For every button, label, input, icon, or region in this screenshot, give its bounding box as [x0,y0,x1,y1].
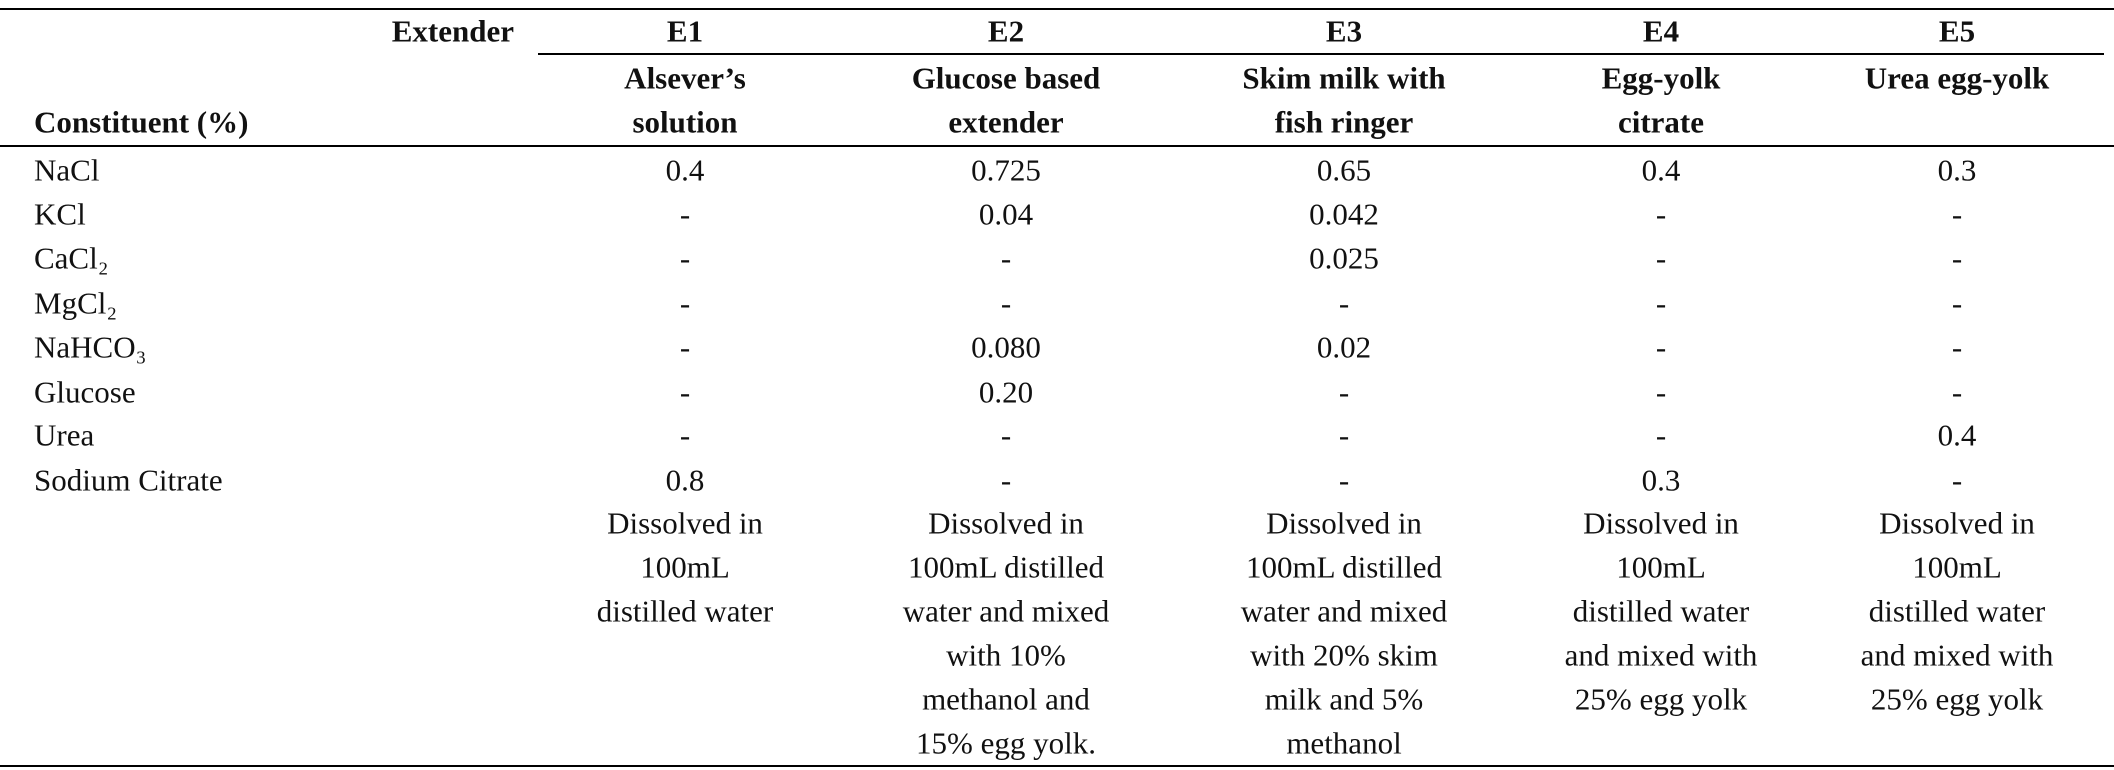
note-line: 25% egg yolk [1870,681,2044,717]
column-name: Urea egg-yolk [1864,60,2050,96]
note-line: Dissolved in [928,505,1084,541]
note-line: with 10% [946,637,1066,673]
cell-value: - [1951,374,1963,410]
cell-value: 0.725 [971,152,1041,188]
column-name: solution [632,104,738,140]
cell-value: - [1655,417,1667,453]
note-line: and mixed with [1860,637,2054,673]
cell-value: - [1951,196,1963,232]
cell-value: 0.025 [1309,240,1379,276]
header-bottom-rule [0,145,2114,147]
column-code: E3 [1325,13,1363,49]
cell-value: - [1000,240,1012,276]
note-line: Dissolved in [1879,505,2035,541]
cell-value: - [1000,285,1012,321]
cell-value: - [1655,374,1667,410]
header-rule [538,53,2104,55]
cell-value: - [679,285,691,321]
note-line: 100mL [640,549,730,585]
cell-value: - [1655,240,1667,276]
note-line: and mixed with [1564,637,1758,673]
cell-value: 0.04 [978,196,1034,232]
note-line: methanol [1286,725,1402,761]
cell-value: - [679,417,691,453]
column-code: E4 [1642,13,1680,49]
row-label: MgCl₂ [34,285,118,321]
cell-value: 0.3 [1641,462,1681,498]
column-name: Egg-yolk [1601,60,1721,96]
cell-value: 0.4 [1641,152,1681,188]
column-code: E1 [666,13,704,49]
cell-value: 0.4 [1937,417,1977,453]
top-rule [0,8,2114,10]
cell-value: - [679,240,691,276]
note-line: Dissolved in [1583,505,1739,541]
cell-value: - [679,374,691,410]
cell-value: - [679,196,691,232]
column-name: extender [948,104,1064,140]
column-name: citrate [1617,104,1705,140]
column-code: E5 [1938,13,1976,49]
note-line: 100mL [1912,549,2002,585]
column-name: Glucose based [911,60,1101,96]
constituent-label: Constituent (%) [34,104,249,140]
column-name: Skim milk with [1242,60,1446,96]
cell-value: - [1338,462,1350,498]
cell-value: - [1338,285,1350,321]
cell-value: 0.042 [1309,196,1379,232]
note-line: with 20% skim [1250,637,1438,673]
note-line: methanol and [922,681,1090,717]
bottom-rule [0,765,2114,767]
cell-value: - [1951,240,1963,276]
row-label: NaCl [34,152,100,188]
note-line: Dissolved in [607,505,763,541]
column-code: E2 [987,13,1025,49]
cell-value: 0.4 [665,152,705,188]
note-line: water and mixed [902,593,1110,629]
row-label: Glucose [34,374,136,410]
cell-value: - [1951,285,1963,321]
cell-value: 0.8 [665,462,705,498]
note-line: 100mL distilled [1245,549,1443,585]
note-line: 100mL [1616,549,1706,585]
cell-value: - [1000,462,1012,498]
row-label: Sodium Citrate [34,462,223,498]
cell-value: - [679,329,691,365]
row-label: CaCl₂ [34,240,109,276]
note-line: distilled water [1572,593,1750,629]
cell-value: 0.65 [1316,152,1372,188]
note-line: distilled water [1868,593,2046,629]
extender-label: Extender [391,13,514,49]
column-name: Alsever’s [624,60,746,96]
cell-value: - [1655,285,1667,321]
note-line: 15% egg yolk. [916,725,1096,761]
note-line: 25% egg yolk [1574,681,1748,717]
row-label: NaHCO₃ [34,329,147,365]
cell-value: 0.20 [978,374,1034,410]
cell-value: 0.080 [971,329,1041,365]
column-name: fish ringer [1274,104,1414,140]
note-line: 100mL distilled [907,549,1105,585]
cell-value: - [1338,417,1350,453]
note-line: distilled water [596,593,774,629]
cell-value: - [1000,417,1012,453]
cell-value: 0.02 [1316,329,1372,365]
cell-value: - [1655,329,1667,365]
row-label: KCl [34,196,86,232]
cell-value: - [1951,462,1963,498]
note-line: water and mixed [1240,593,1448,629]
row-label: Urea [34,417,95,453]
note-line: Dissolved in [1266,505,1422,541]
cell-value: 0.3 [1937,152,1977,188]
cell-value: - [1655,196,1667,232]
note-line: milk and 5% [1264,681,1424,717]
cell-value: - [1338,374,1350,410]
cell-value: - [1951,329,1963,365]
